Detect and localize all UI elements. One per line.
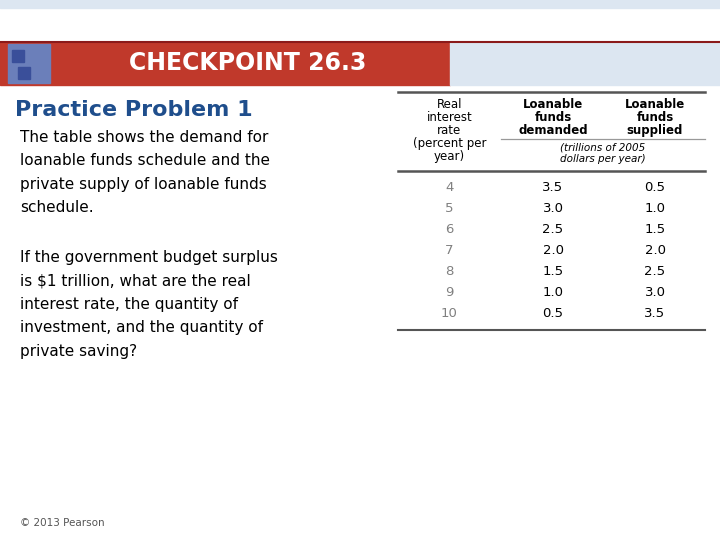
Text: rate: rate <box>437 124 462 137</box>
Text: Loanable: Loanable <box>625 98 685 111</box>
Text: 2.0: 2.0 <box>644 244 665 257</box>
Bar <box>450 42 720 85</box>
Text: 2.5: 2.5 <box>542 223 564 236</box>
Text: 0.5: 0.5 <box>644 181 665 194</box>
Text: 1.5: 1.5 <box>542 265 564 278</box>
Text: If the government budget surplus
is $1 trillion, what are the real
interest rate: If the government budget surplus is $1 t… <box>20 250 278 359</box>
Text: 0.5: 0.5 <box>542 307 564 320</box>
Text: The table shows the demand for
loanable funds schedule and the
private supply of: The table shows the demand for loanable … <box>20 130 270 215</box>
Text: 1.5: 1.5 <box>644 223 665 236</box>
Text: 8: 8 <box>445 265 454 278</box>
Text: 3.0: 3.0 <box>644 286 665 299</box>
Text: year): year) <box>434 150 465 163</box>
Text: 3.5: 3.5 <box>644 307 665 320</box>
Text: 3.5: 3.5 <box>542 181 564 194</box>
Text: 5: 5 <box>445 202 454 215</box>
Text: 1.0: 1.0 <box>644 202 665 215</box>
Bar <box>0 42 450 85</box>
Text: supplied: supplied <box>627 124 683 137</box>
Text: 3.0: 3.0 <box>542 202 564 215</box>
Text: 9: 9 <box>445 286 454 299</box>
Text: 6: 6 <box>445 223 454 236</box>
Bar <box>18 67 30 79</box>
Text: interest: interest <box>427 111 472 124</box>
Text: CHECKPOINT 26.3: CHECKPOINT 26.3 <box>129 51 366 76</box>
Text: © 2013 Pearson: © 2013 Pearson <box>20 518 104 528</box>
Text: funds: funds <box>534 111 572 124</box>
Text: 4: 4 <box>445 181 454 194</box>
Text: 7: 7 <box>445 244 454 257</box>
Text: funds: funds <box>636 111 674 124</box>
Bar <box>12 50 24 62</box>
Text: demanded: demanded <box>518 124 588 137</box>
Text: dollars per year): dollars per year) <box>560 154 646 164</box>
Text: (trillions of 2005: (trillions of 2005 <box>560 142 646 152</box>
Bar <box>0 0 720 8</box>
Text: 1.0: 1.0 <box>542 286 564 299</box>
Text: 2.0: 2.0 <box>542 244 564 257</box>
Text: Real: Real <box>437 98 462 111</box>
Bar <box>8 44 50 83</box>
Text: 2.5: 2.5 <box>644 265 665 278</box>
Text: Loanable: Loanable <box>523 98 583 111</box>
Text: (percent per: (percent per <box>413 137 486 150</box>
Text: 10: 10 <box>441 307 458 320</box>
Text: Practice Problem 1: Practice Problem 1 <box>15 100 253 120</box>
